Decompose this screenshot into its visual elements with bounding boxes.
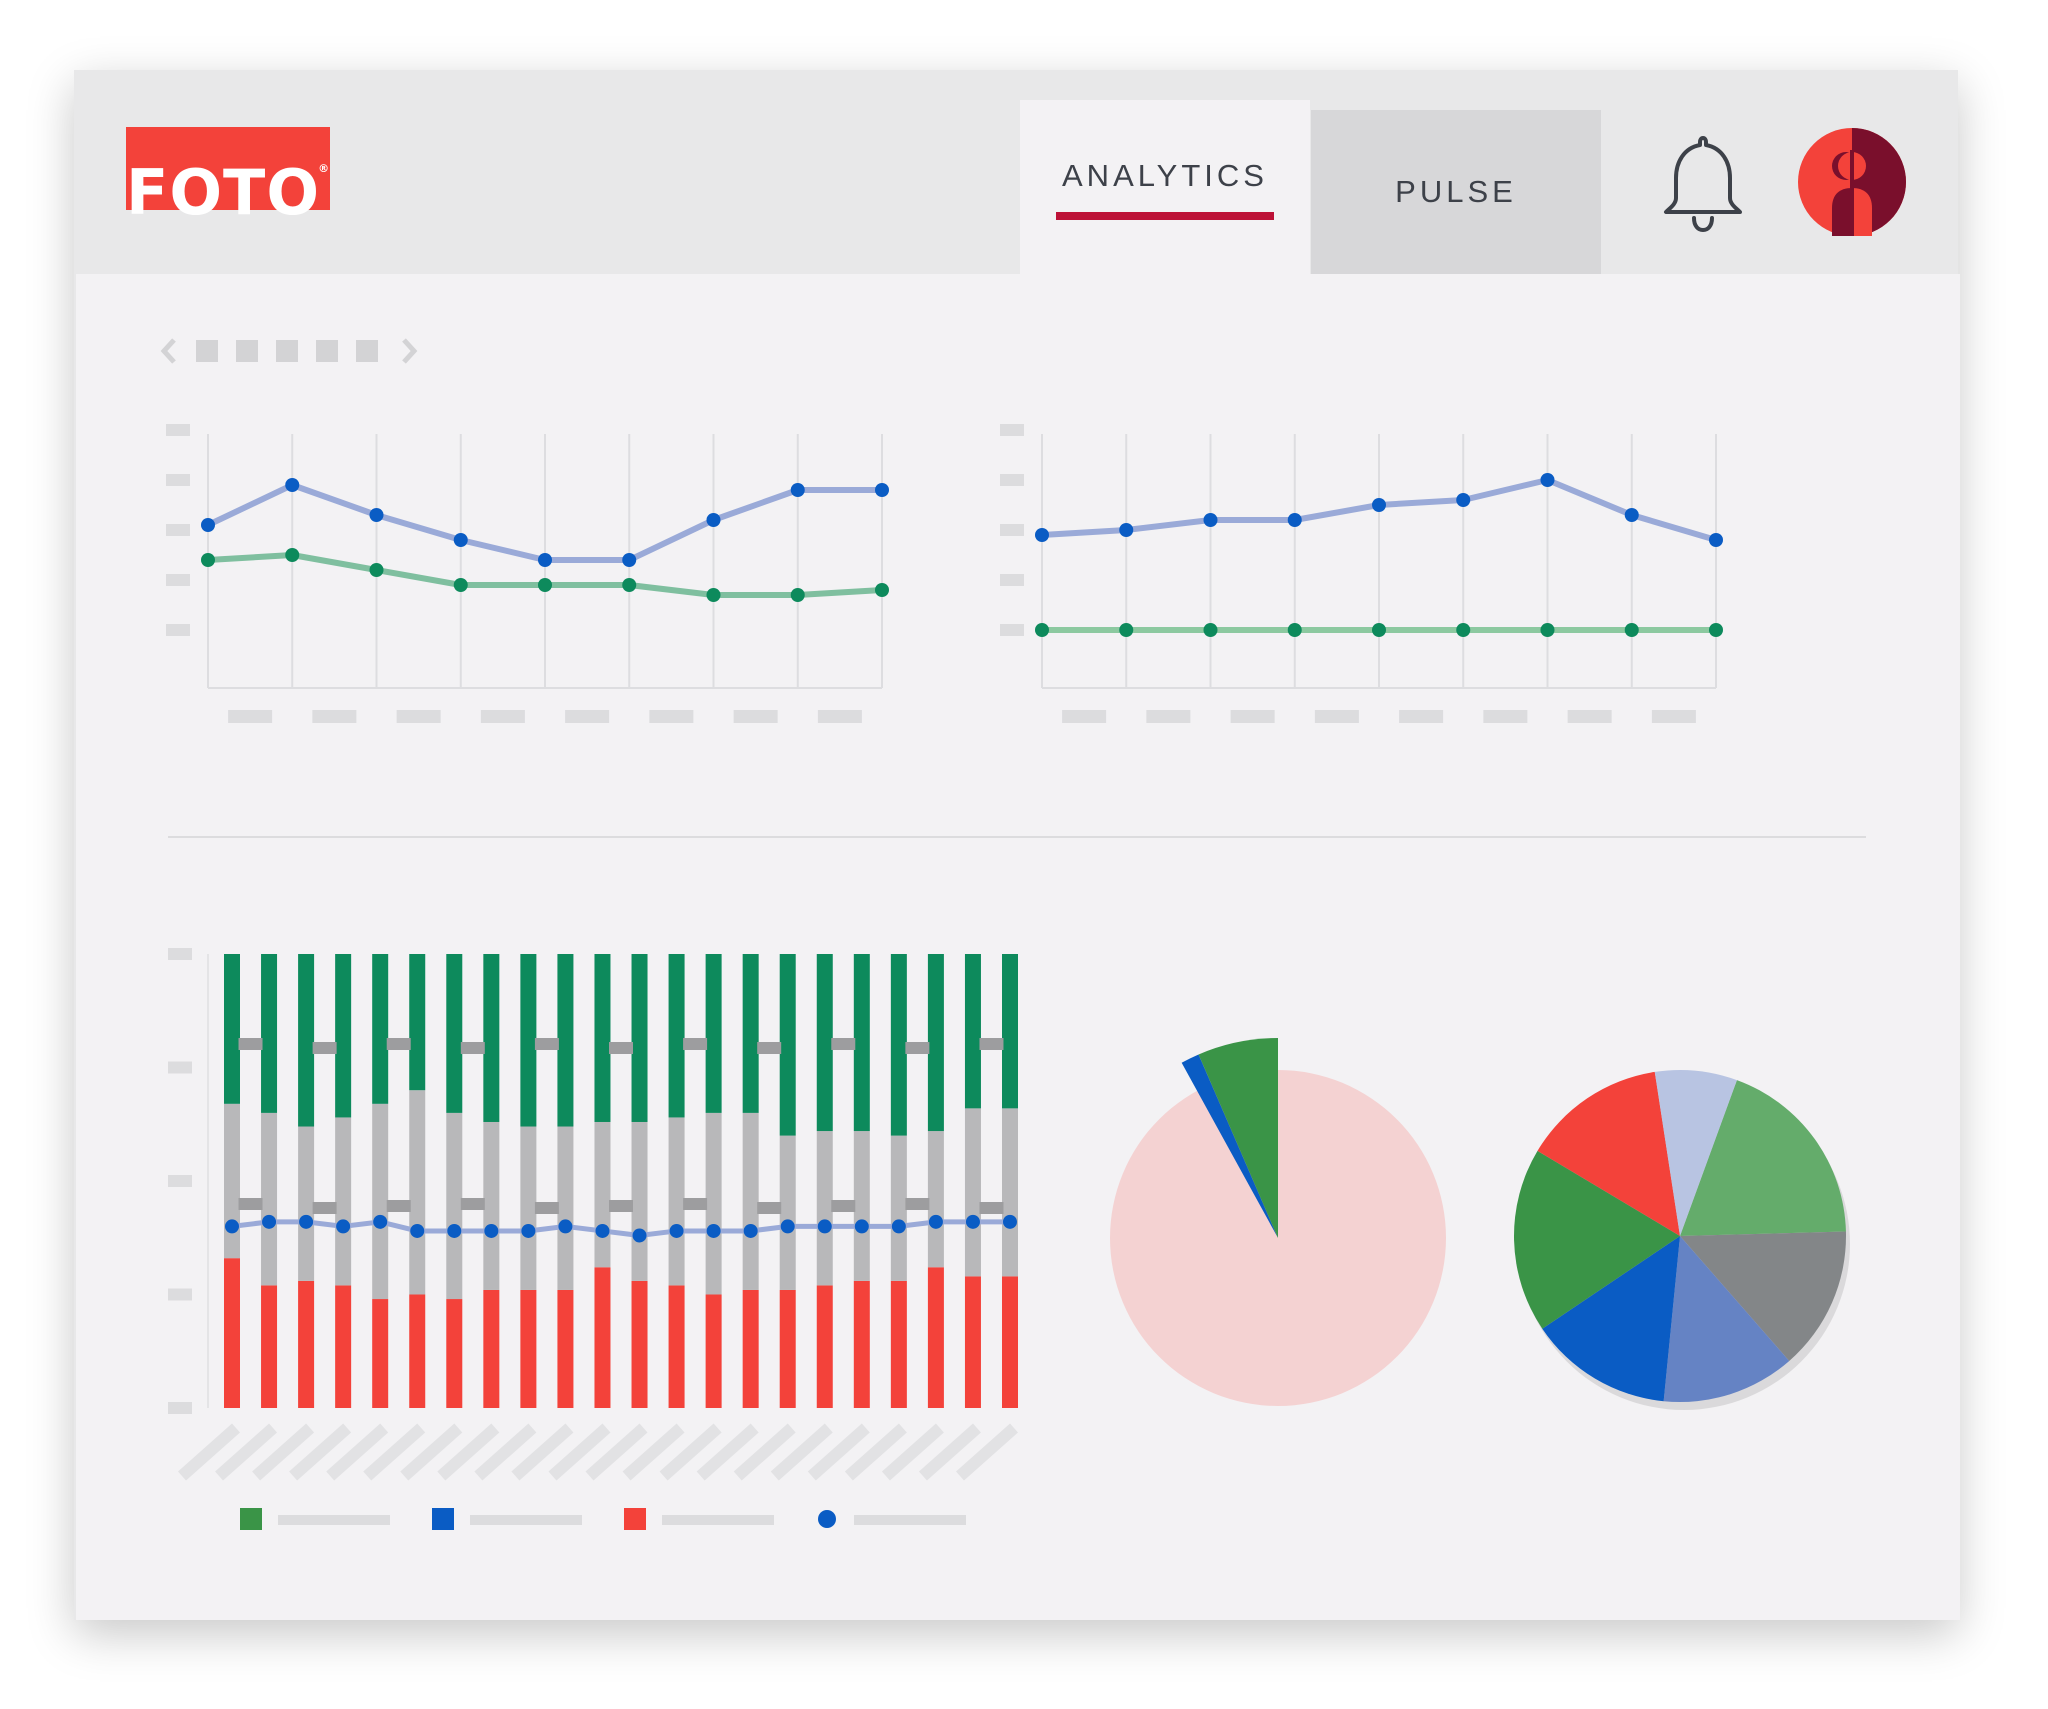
legend-label-placeholder (662, 1515, 774, 1525)
legend-label-placeholder (278, 1515, 390, 1525)
page-dot[interactable] (356, 340, 378, 362)
active-tab-indicator (1056, 212, 1274, 220)
bell-icon[interactable] (1662, 134, 1744, 234)
green-square-icon (240, 1508, 262, 1530)
tab-pulse-label: PULSE (1395, 174, 1517, 209)
legend-label-placeholder (470, 1515, 582, 1525)
tab-analytics-label: ANALYTICS (1062, 158, 1268, 193)
blue-square-icon (432, 1508, 454, 1530)
legend-label-placeholder (854, 1515, 966, 1525)
pagination (160, 338, 418, 364)
red-square-icon (624, 1508, 646, 1530)
foto-logo[interactable]: FOTO® (126, 127, 330, 229)
page-dot[interactable] (276, 340, 298, 362)
page-dot[interactable] (316, 340, 338, 362)
tab-pulse[interactable]: PULSE (1311, 110, 1601, 274)
main-panel (76, 274, 1960, 1620)
page-dot[interactable] (196, 340, 218, 362)
chevron-left-icon[interactable] (160, 338, 176, 364)
page-dot[interactable] (236, 340, 258, 362)
chevron-right-icon[interactable] (402, 338, 418, 364)
avatar-icon[interactable] (1798, 128, 1906, 236)
tab-analytics[interactable]: ANALYTICS (1020, 100, 1310, 274)
section-divider (168, 836, 1866, 838)
blue-dot-icon (818, 1510, 836, 1528)
